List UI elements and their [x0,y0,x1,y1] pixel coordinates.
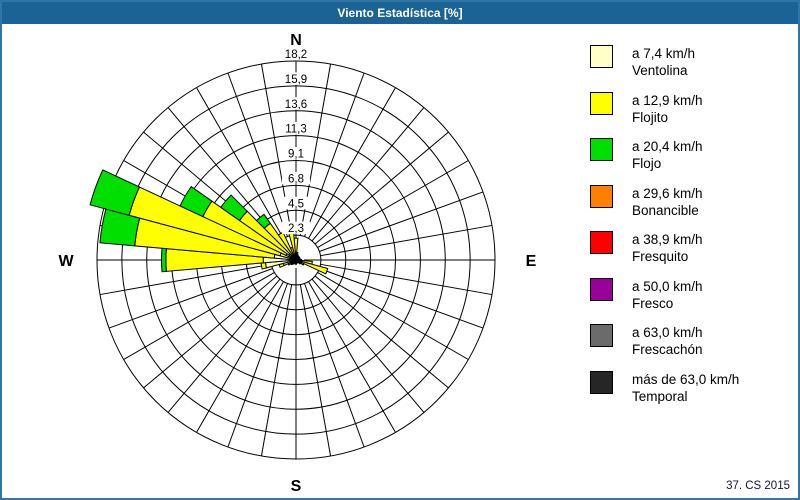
chart-area: 2,3 4,5 6,8 9,1 11,3 13,6 15,9 18,2 N E S W a 7,4 k… [2,24,798,498]
legend-name-label: Flojo [632,156,662,171]
legend-color-swatch [590,324,613,347]
legend-label: más de 63,0 km/h Temporal [632,370,739,405]
ring-label-bg [282,196,310,210]
window-title: Viento Estadística [%] [337,6,463,20]
legend-item-flojito: a 12,9 km/h Flojito [590,91,790,138]
legend-item-frescachon: a 63,0 km/h Frescachón [590,323,790,370]
legend-speed-label: a 7,4 km/h [632,46,696,61]
legend-name-label: Temporal [632,388,688,404]
compass-label-e: E [526,253,537,270]
compass-label-w: W [58,253,74,270]
grid-spoke [304,283,365,448]
grid-spoke [320,224,493,257]
legend-label: a 12,9 km/h Flojito [632,91,703,126]
bar-segment-flojo [161,247,167,273]
grid-spoke [299,284,332,457]
compass-label-n: N [290,32,302,49]
legend-speed-label: a 63,0 km/h [632,325,703,340]
legend-speed-label: a 38,9 km/h [632,232,703,247]
legend-speed-label: más de 63,0 km/h [632,371,740,387]
legend-color-swatch [590,184,613,208]
grid-spoke [143,275,278,389]
ring-label: 9,1 [288,149,304,161]
grid-spoke [227,72,288,237]
ring-label: 6,8 [288,173,304,185]
legend-item-ventolina: a 7,4 km/h Ventolina [590,44,790,91]
grid-spoke [319,268,484,329]
ring-label: 11,3 [285,124,307,136]
grid-spoke [260,284,293,457]
grid-spoke [317,160,469,248]
legend-speed-label: a 20,4 km/h [632,139,703,154]
legend-label: a 50,0 km/h Fresco [632,277,703,312]
legend-speed-label: a 50,0 km/h [632,278,703,294]
grid-spoke [319,191,484,252]
legend-color-swatch [590,277,613,301]
grid-spoke [317,272,469,360]
grid-spoke [308,87,396,239]
legend-color-swatch [590,138,613,161]
legend-speed-label: a 12,9 km/h [632,92,703,108]
bar-segment-flojito [300,260,329,275]
grid-spoke [320,263,493,296]
grid-spoke [196,87,284,239]
grid-spoke [108,268,273,329]
ring-label-bg [282,147,310,160]
compass-label-s: S [291,478,302,495]
ring-label: 2,3 [288,223,304,235]
ring-label-bg [282,97,310,110]
grid-spoke [311,278,425,413]
footer-version: 37. CS 2015 [726,480,790,492]
grid-spoke [311,107,425,242]
ring-label-bg [282,122,310,135]
grid-spoke [196,281,284,433]
legend-name-label: Fresco [632,295,674,311]
ring-label-bg [282,47,310,60]
ring-label-bg [282,221,310,235]
legend-item-bonancible: a 29,6 km/h Bonancible [590,184,790,231]
legend-color-swatch [590,91,613,115]
legend-color-swatch [590,370,613,394]
grid-spoke [167,278,281,413]
bar-segment-flojo [179,185,213,218]
legend-label: a 38,9 km/h Fresquito [632,230,703,265]
legend-name-label: Bonancible [632,202,699,218]
legend-name-label: Flojito [632,109,669,125]
grid-spoke [227,283,288,448]
ring-label: 13,6 [285,99,307,111]
legend-item-fresquito: a 38,9 km/h Fresquito [590,230,790,277]
grid-spoke [99,263,272,296]
legend-name-label: Ventolina [632,63,688,78]
bar-segment-flojo [220,194,248,222]
legend-label: a 63,0 km/h Frescachón [632,323,703,358]
legend-label: a 29,6 km/h Bonancible [632,184,703,219]
ring-label: 15,9 [285,74,307,86]
title-bar[interactable]: Viento Estadística [%] [2,2,798,24]
legend-color-swatch [590,231,613,254]
grid-spoke [308,281,396,433]
ring-label-bg [282,72,310,85]
wind-speed-legend: a 7,4 km/h Ventolina a 12,9 km/h Flojito a 2… [590,44,790,416]
bar-segment-flojito [260,262,268,270]
legend-label: a 20,4 km/h Flojo [632,137,703,172]
legend-label: a 7,4 km/h Ventolina [632,44,695,79]
grid-spoke [314,131,449,245]
legend-item-fresco: a 50,0 km/h Fresco [590,277,790,324]
bar-segment-flojo [89,169,141,216]
grid-spoke [314,275,449,389]
legend-name-label: Frescachón [632,342,703,357]
ring-label: 4,5 [288,198,304,210]
legend-color-swatch [590,45,613,68]
grid-spoke [123,272,275,360]
legend-name-label: Fresquito [632,249,689,264]
wind-rose-chart: 2,3 4,5 6,8 9,1 11,3 13,6 15,9 18,2N E S W [58,32,537,495]
legend-speed-label: a 29,6 km/h [632,185,703,201]
bar-segment-flojo [255,213,271,230]
ring-label-bg [282,171,310,185]
ring-label: 18,2 [285,49,307,61]
legend-item-temporal: más de 63,0 km/h Temporal [590,370,790,417]
grid-spoke [304,72,365,237]
legend-item-flojo: a 20,4 km/h Flojo [590,137,790,184]
